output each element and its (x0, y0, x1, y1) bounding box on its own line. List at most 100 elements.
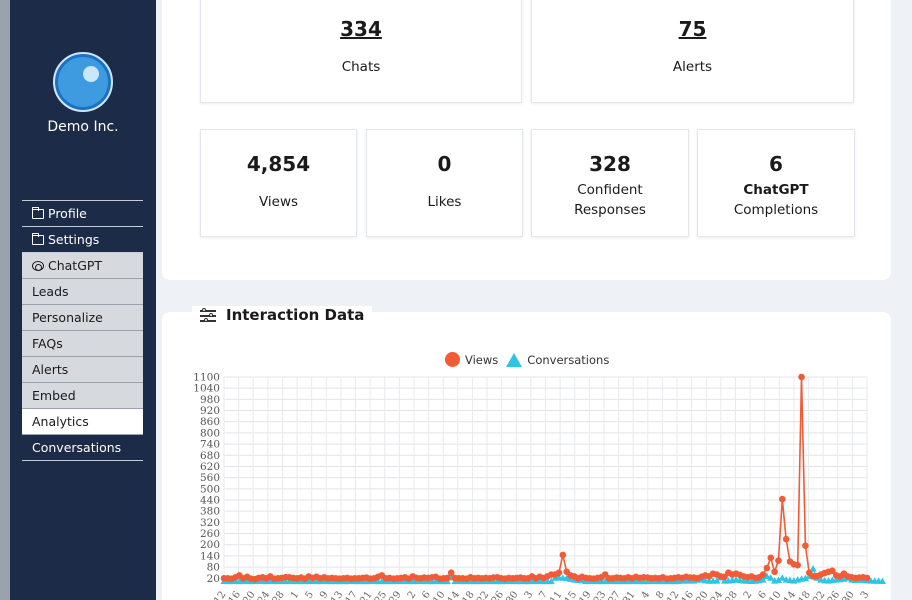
x-tick-label: 11 (548, 589, 564, 600)
legend-label-views[interactable]: Views (465, 352, 499, 367)
x-tick-label: 2 (406, 589, 419, 600)
x-tick-label: 17 (344, 589, 360, 600)
y-tick-label: 80 (207, 562, 220, 574)
sidebar-item-analytics[interactable]: Analytics (22, 409, 143, 435)
x-tick-label: 24 (256, 589, 272, 600)
sidebar-item-label: Embed (32, 388, 76, 403)
stat-label: Responses (574, 202, 646, 218)
x-tick-label: 9 (318, 589, 331, 600)
avatar-highlight (83, 66, 99, 82)
y-tick-label: 140 (200, 550, 220, 562)
sidebar-item-leads[interactable]: Leads (22, 279, 143, 305)
data-point-views (802, 542, 809, 549)
data-point-views (763, 564, 771, 572)
x-tick-label: 16 (227, 589, 243, 600)
stat-card-views: 4,854 Views (200, 129, 357, 237)
sidebar-item-conversations[interactable]: Conversations (22, 435, 143, 461)
views-legend-marker[interactable] (445, 352, 460, 367)
stat-value[interactable]: 75 (678, 17, 707, 41)
x-tick-label: 6 (756, 589, 769, 600)
y-tick-label: 500 (200, 483, 220, 495)
x-tick-label: 5 (303, 589, 316, 600)
x-tick-label: 14 (446, 589, 462, 600)
x-tick-label: 22 (475, 589, 491, 600)
stat-label: ChatGPT (743, 182, 809, 198)
x-tick-label: 30 (504, 589, 520, 600)
openai-icon (32, 260, 44, 271)
data-point-views (447, 569, 455, 576)
x-tick-label: 12 (665, 589, 681, 600)
sidebar-item-label: FAQs (32, 336, 63, 351)
stat-value: 0 (437, 152, 452, 176)
sidebar-item-settings[interactable]: Settings (22, 227, 143, 253)
conversations-legend-marker[interactable] (506, 352, 523, 367)
sidebar-item-profile[interactable]: Profile (22, 201, 143, 227)
data-point-conversations (878, 577, 886, 584)
x-tick-label: 29 (388, 589, 404, 600)
y-tick-label: 560 (200, 472, 220, 484)
sidebar-item-faqs[interactable]: FAQs (22, 331, 143, 357)
x-tick-label: 26 (490, 589, 506, 600)
stat-label: Likes (427, 194, 462, 210)
x-tick-label: 12 (212, 589, 228, 600)
x-tick-label: 3 (523, 589, 536, 600)
sidebar-item-embed[interactable]: Embed (22, 383, 143, 409)
sidebar-item-alerts[interactable]: Alerts (22, 357, 143, 383)
stat-card-chats[interactable]: 334 Chats (200, 0, 522, 103)
sliders-icon (200, 308, 216, 322)
data-point-conversations (809, 564, 817, 572)
sidebar-item-label: Alerts (32, 362, 69, 377)
sidebar-item-label: Personalize (32, 310, 103, 325)
window-edge (0, 0, 10, 600)
y-tick-label: 1100 (193, 372, 220, 384)
y-tick-label: 20 (207, 573, 220, 585)
folder-icon (32, 206, 44, 219)
x-tick-label: 30 (841, 589, 857, 600)
sidebar-item-personalize[interactable]: Personalize (22, 305, 143, 331)
data-point-conversations (778, 574, 786, 581)
sidebar: Demo Inc. Profile Settings ChatGPT Leads… (10, 0, 156, 600)
data-point-views (863, 574, 871, 582)
stat-value: 328 (589, 152, 631, 176)
chart-legend: Views Conversations (445, 352, 609, 367)
x-tick-label: 14 (782, 589, 798, 600)
y-tick-label: 620 (200, 461, 220, 473)
sidebar-menu: Profile Settings ChatGPT Leads Personali… (22, 200, 143, 461)
data-point-conversations (774, 576, 782, 584)
sidebar-item-label: Leads (32, 284, 69, 299)
stat-label: Chats (341, 59, 381, 75)
sidebar-item-label: Analytics (32, 414, 89, 429)
data-point-views (775, 557, 782, 564)
x-tick-label: 27 (607, 589, 623, 600)
y-tick-label: 200 (200, 539, 220, 551)
y-tick-label: 740 (200, 439, 220, 451)
y-tick-label: 920 (200, 405, 220, 417)
x-tick-label: 10 (767, 589, 783, 600)
data-point-conversations (547, 577, 555, 585)
data-point-views (767, 554, 775, 562)
x-tick-label: 20 (694, 589, 710, 600)
sidebar-item-label: Profile (48, 206, 87, 221)
y-tick-label: 860 (200, 416, 220, 428)
stat-card-alerts[interactable]: 75 Alerts (531, 0, 854, 103)
legend-label-conversations[interactable]: Conversations (527, 352, 610, 367)
data-point-views (782, 535, 790, 543)
stat-label: Views (258, 194, 299, 210)
x-tick-label: 13 (329, 589, 345, 600)
interaction-chart: 2080140200260320380440500560620680740800… (193, 372, 886, 600)
x-tick-label: 1 (289, 589, 302, 600)
sidebar-item-chatgpt[interactable]: ChatGPT (22, 253, 143, 279)
y-tick-label: 800 (200, 427, 220, 439)
folder-icon (32, 232, 44, 245)
avatar[interactable] (53, 52, 113, 112)
data-point-conversations (759, 576, 767, 583)
x-tick-label: 22 (811, 589, 827, 600)
data-point-views (555, 569, 563, 576)
sidebar-item-label: ChatGPT (48, 258, 103, 273)
x-tick-label: 3 (859, 589, 872, 600)
data-point-conversations (713, 577, 721, 584)
data-point-views (559, 551, 567, 559)
stat-value[interactable]: 334 (340, 17, 382, 41)
stat-card-confident-responses: 328 Confident Responses (531, 129, 689, 237)
main-content: 334 Chats 75 Alerts 4,854 Views 0 Likes … (156, 0, 912, 600)
